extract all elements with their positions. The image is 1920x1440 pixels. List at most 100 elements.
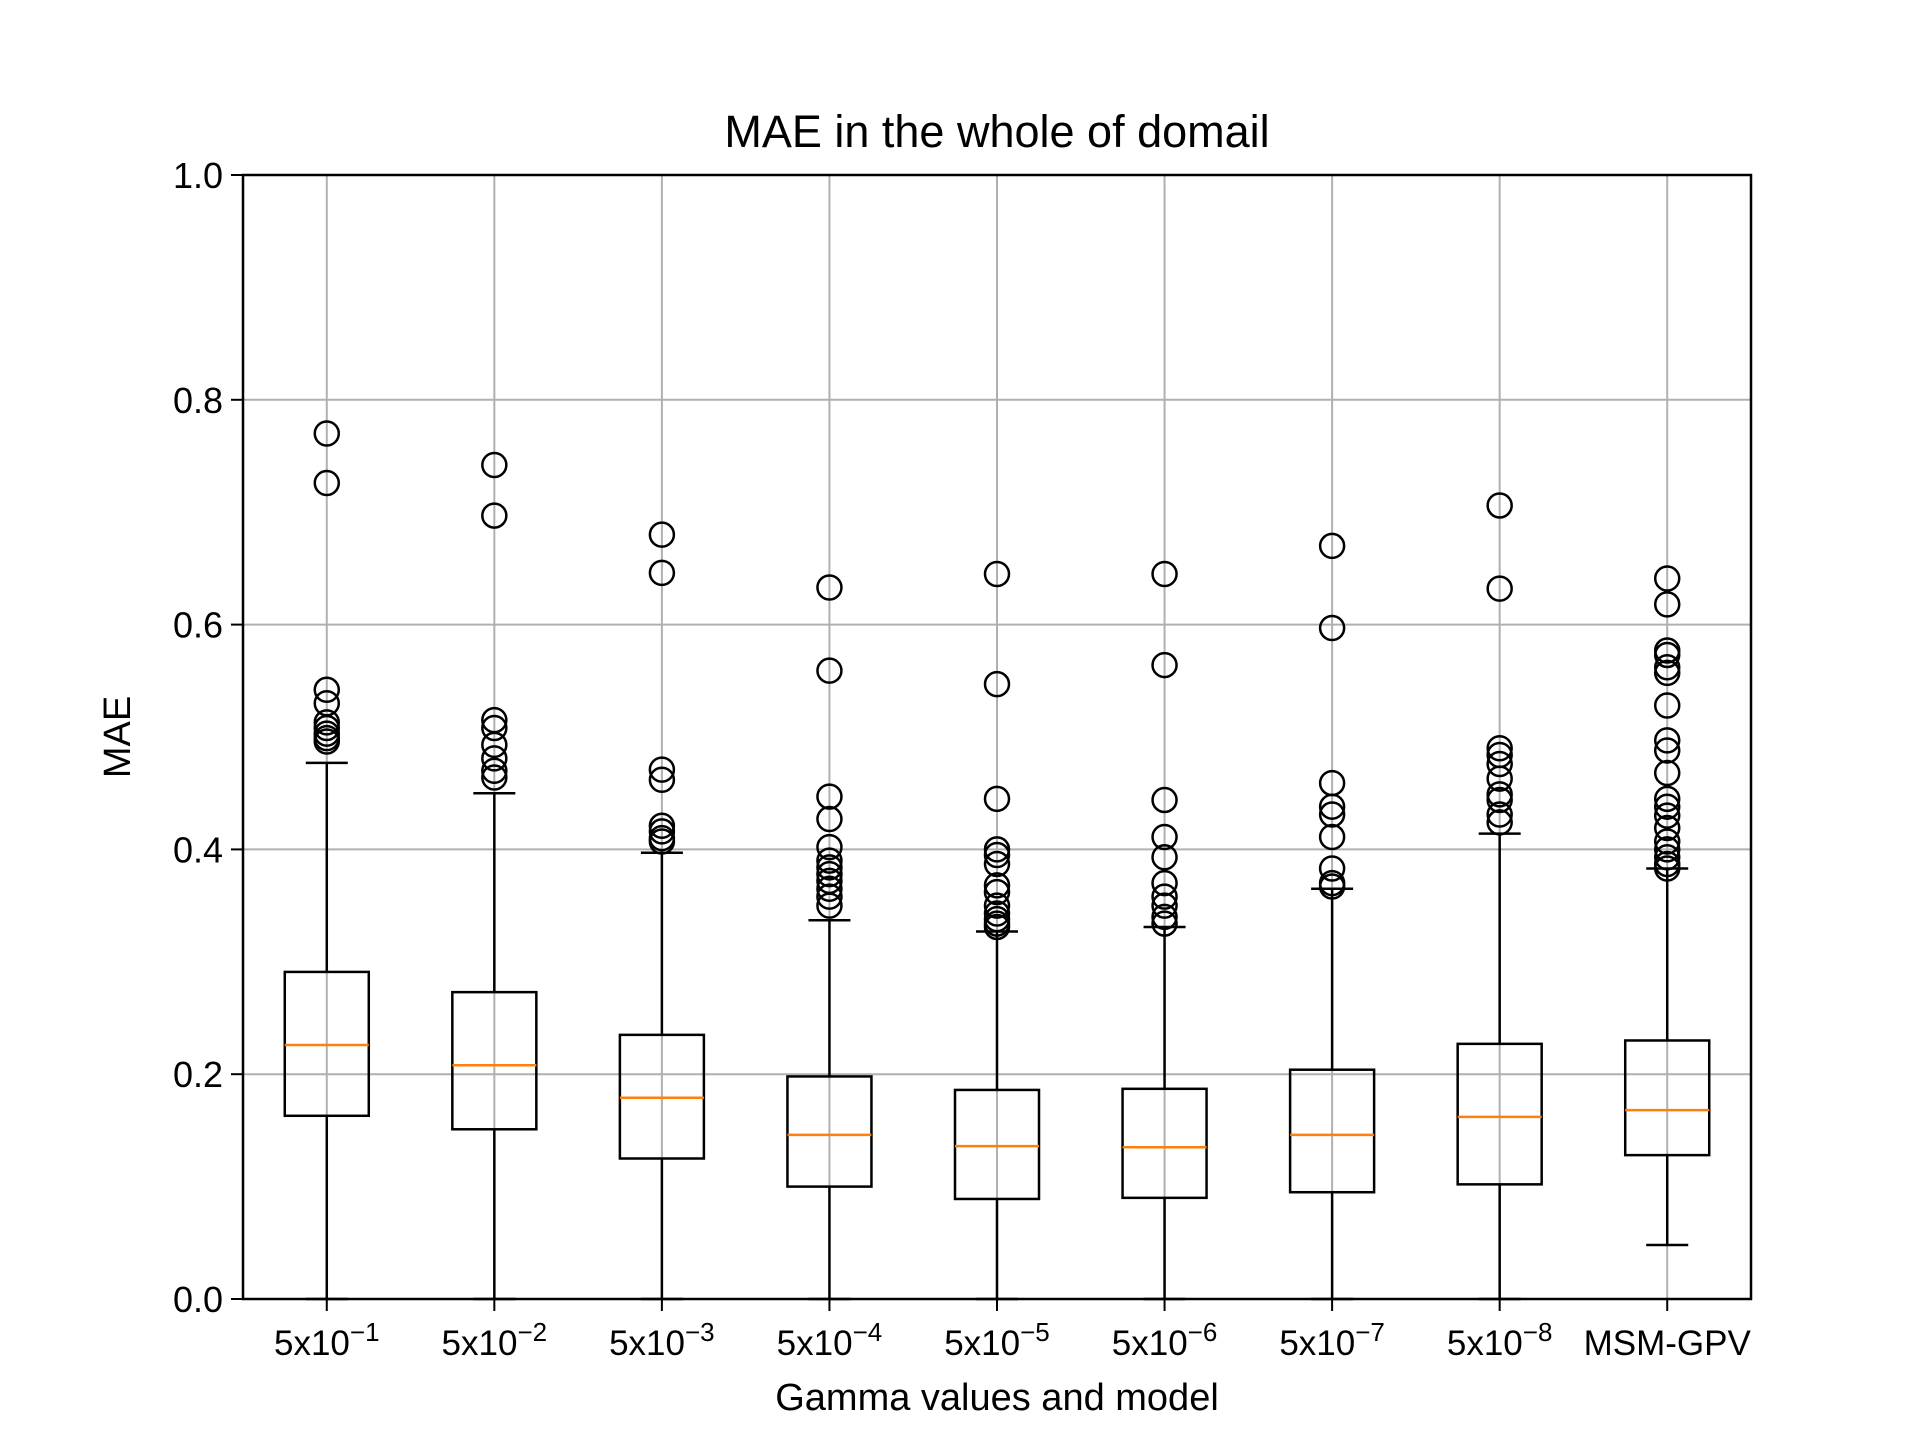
x-tick-label: 5x10−6 xyxy=(1112,1317,1218,1363)
outlier-point xyxy=(816,574,843,601)
x-tick-label: 5x10−4 xyxy=(777,1317,883,1363)
outlier-point xyxy=(1486,492,1513,519)
outlier-point xyxy=(1653,591,1681,618)
outlier-point xyxy=(648,559,676,587)
outlier-point xyxy=(983,900,1011,927)
outlier-point xyxy=(816,883,843,910)
outlier-point xyxy=(648,818,676,845)
outlier-point xyxy=(313,676,341,704)
y-tick-label: 0.4 xyxy=(173,829,223,870)
outlier-point xyxy=(648,756,676,783)
outlier-point xyxy=(1653,659,1681,687)
y-tick-label: 0.8 xyxy=(173,380,223,421)
outlier-point xyxy=(481,745,508,772)
iqr-box xyxy=(1288,1068,1376,1194)
outlier-point xyxy=(648,766,676,793)
outlier-point xyxy=(983,878,1011,906)
outlier-point xyxy=(1653,828,1681,855)
outlier-point xyxy=(1151,844,1178,871)
outlier-point xyxy=(1318,823,1346,851)
outlier-point xyxy=(481,502,508,529)
x-tick-exponent: −7 xyxy=(1355,1317,1385,1347)
outlier-point xyxy=(1653,641,1681,669)
x-tick-exponent: −5 xyxy=(1020,1317,1050,1347)
outlier-point xyxy=(313,420,341,447)
outlier-point xyxy=(1151,823,1178,851)
x-tick-exponent: −2 xyxy=(517,1317,547,1347)
outlier-point xyxy=(1486,801,1513,828)
outlier-point xyxy=(1653,565,1681,592)
outlier-point xyxy=(1318,855,1346,882)
y-tick-label: 0.0 xyxy=(173,1279,223,1320)
iqr-box xyxy=(1456,1042,1543,1186)
outlier-point xyxy=(1486,765,1513,792)
outlier-point xyxy=(1318,532,1346,560)
box-9 xyxy=(1623,565,1711,1247)
x-tick-label: 5x10−5 xyxy=(944,1317,1050,1363)
box-1 xyxy=(283,420,371,1301)
outlier-point xyxy=(1653,855,1681,882)
chart-title: MAE in the whole of domail xyxy=(724,106,1269,157)
outlier-point xyxy=(481,757,508,784)
plot-frame xyxy=(241,173,1753,1301)
outlier-point xyxy=(1151,869,1178,897)
outlier-point xyxy=(1653,785,1681,813)
outlier-point xyxy=(1151,560,1178,588)
outlier-point xyxy=(1318,793,1346,820)
outlier-point xyxy=(481,714,508,742)
box-8 xyxy=(1456,492,1543,1301)
outlier-point xyxy=(1653,793,1681,820)
x-tick-label: 5x10−2 xyxy=(442,1317,548,1363)
outlier-point xyxy=(1151,903,1178,931)
outlier-point xyxy=(983,670,1011,698)
outlier-point xyxy=(1151,892,1178,919)
outlier-point xyxy=(1653,692,1681,719)
outlier-point xyxy=(816,805,843,833)
outlier-point xyxy=(983,850,1011,878)
outlier-point xyxy=(1318,614,1346,642)
x-tick-exponent: −3 xyxy=(685,1317,715,1347)
outlier-point xyxy=(1486,734,1513,762)
x-tick-label: 5x10−3 xyxy=(609,1317,715,1363)
outlier-point xyxy=(648,521,676,548)
outlier-point xyxy=(313,714,341,742)
outlier-point xyxy=(481,451,508,479)
y-tick-label: 0.6 xyxy=(173,605,223,646)
outlier-point xyxy=(1653,654,1681,681)
outlier-point xyxy=(1151,651,1178,679)
box-4 xyxy=(786,574,873,1301)
y-tick-label: 1.0 xyxy=(173,155,223,196)
outlier-point xyxy=(1653,802,1681,829)
outlier-point xyxy=(1486,750,1513,778)
outlier-point xyxy=(816,892,843,919)
iqr-box xyxy=(1623,1039,1711,1157)
outlier-point xyxy=(1318,873,1346,900)
outlier-point xyxy=(816,847,843,874)
box-5 xyxy=(953,560,1041,1301)
box-6 xyxy=(1121,560,1208,1301)
outlier-point xyxy=(983,560,1011,588)
outlier-point xyxy=(1653,814,1681,842)
axis-ticks: 0.0 0.2 0.4 0.6 0.8 1.0 5x10−1 5x10−2 5x10−3 5x10… xyxy=(173,155,1752,1363)
iqr-box xyxy=(786,1075,873,1188)
box-2 xyxy=(451,451,538,1301)
outlier-point xyxy=(816,657,843,684)
outlier-point xyxy=(1653,737,1681,764)
y-axis-label: MAE xyxy=(97,696,139,778)
x-tick-exponent: −6 xyxy=(1188,1317,1218,1347)
x-tick-label: 5x10−7 xyxy=(1279,1317,1385,1363)
x-tick-label: 5x10−1 xyxy=(274,1317,380,1363)
x-tick-label: 5x10−8 xyxy=(1447,1317,1553,1363)
outlier-point xyxy=(1486,575,1513,602)
outlier-point xyxy=(983,872,1011,899)
outlier-point xyxy=(481,764,508,791)
outlier-point xyxy=(816,875,843,902)
outlier-point xyxy=(816,833,843,861)
iqr-box xyxy=(1121,1087,1208,1200)
outlier-point xyxy=(983,785,1011,813)
outlier-point xyxy=(983,836,1011,863)
x-axis-label: Gamma values and model xyxy=(775,1377,1219,1419)
outlier-point xyxy=(313,709,341,736)
outlier-point xyxy=(313,469,341,497)
